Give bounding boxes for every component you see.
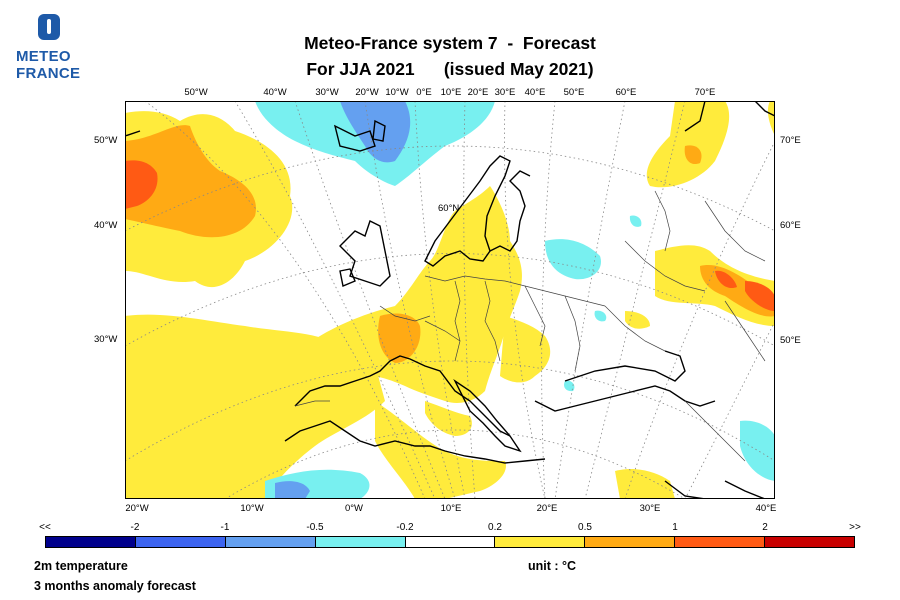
colorbar-bin [225, 537, 316, 547]
left-edge-label: 50°W [94, 135, 118, 146]
top-lon-label: 50°W [184, 87, 208, 98]
colorbar-label: -1 [220, 522, 230, 533]
bottom-lon-label: 20°E [536, 503, 558, 514]
top-lon-label: 70°E [694, 87, 716, 98]
logo-mark-icon [38, 14, 60, 40]
colorbar-bin [675, 537, 766, 547]
bottom-lon-label: 40°E [755, 503, 777, 514]
bottom-lon-label: 20°W [125, 503, 149, 514]
left-edge-label: 40°W [94, 220, 118, 231]
top-lon-label: 10°E [440, 87, 462, 98]
colorbar-label: 1 [672, 522, 678, 533]
colorbar-label: 2 [762, 522, 768, 533]
bottom-lon-label: 10°W [240, 503, 264, 514]
colorbar-bin [315, 537, 406, 547]
colorbar-label: -0.5 [306, 522, 324, 533]
description-label: 3 months anomaly forecast [34, 579, 196, 593]
bottom-lon-label: 0°W [344, 503, 364, 514]
logo-text-line2: FRANCE [16, 65, 81, 82]
colorbar-bin [495, 537, 586, 547]
top-lon-label: 50°E [563, 87, 585, 98]
colorbar-label: >> [849, 522, 861, 533]
colorbar-bin [765, 537, 855, 547]
unit-label: unit : °C [528, 559, 577, 573]
bottom-lon-label: 10°E [440, 503, 462, 514]
right-edge-label: 50°E [780, 335, 801, 346]
top-lon-label: 20°W [355, 87, 379, 98]
colorbar-label: 0.2 [488, 522, 502, 533]
top-lon-label: 10°W [385, 87, 409, 98]
right-edge-label: 60°E [780, 220, 801, 231]
chart-title: Meteo-France system 7 - Forecast For JJA… [250, 30, 650, 82]
anomaly-map: 60°N [125, 101, 775, 499]
top-lon-label: 0°E [416, 87, 432, 98]
colorbar-bin [135, 537, 226, 547]
colorbar-bin [46, 537, 136, 547]
colorbar-label: -2 [130, 522, 140, 533]
top-lon-label: 40°E [524, 87, 546, 98]
logo-text-line1: METEO [16, 48, 71, 65]
variable-label: 2m temperature [34, 559, 128, 573]
graticule-lines [125, 101, 775, 499]
top-lon-label: 30°E [494, 87, 516, 98]
colorbar-bin [405, 537, 496, 547]
title-line-1: Meteo-France system 7 - Forecast [304, 33, 596, 53]
left-edge-label: 30°W [94, 334, 118, 345]
inner-lat-label: 60°N [438, 203, 459, 214]
top-lon-label: 20°E [467, 87, 489, 98]
colorbar-label: 0.5 [578, 522, 592, 533]
coastlines [125, 101, 775, 499]
anomaly-blue-areas [275, 101, 411, 499]
colorbar-label: << [39, 522, 51, 533]
title-line-2: For JJA 2021 (issued May 2021) [306, 59, 594, 79]
colorbar-bin [585, 537, 676, 547]
top-lon-label: 30°W [315, 87, 339, 98]
anomaly-red-areas [125, 160, 775, 311]
colorbar [45, 536, 855, 548]
top-lon-label: 40°W [263, 87, 287, 98]
bottom-lon-label: 30°E [639, 503, 661, 514]
meteo-france-logo: METEO FRANCE [12, 12, 92, 82]
right-edge-label: 70°E [780, 135, 801, 146]
top-lon-label: 60°E [615, 87, 637, 98]
country-borders [294, 190, 766, 462]
colorbar-label: -0.2 [396, 522, 414, 533]
